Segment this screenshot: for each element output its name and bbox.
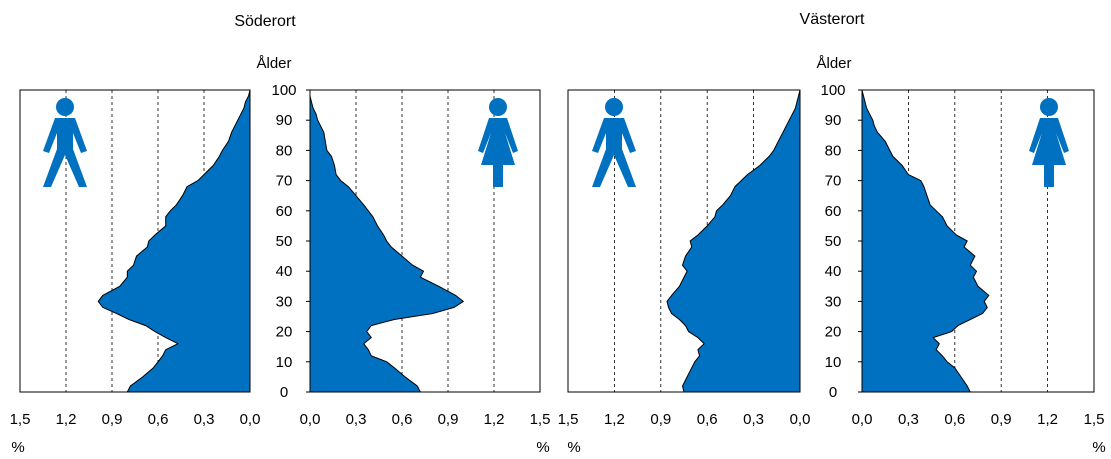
age-tick-label: 40 — [276, 263, 293, 280]
female-figure-icon — [478, 98, 518, 187]
age-tick-label: 0 — [280, 384, 288, 401]
female-x-tick-label: 0,9 — [991, 411, 1012, 428]
male-x-tick-label: 0,3 — [194, 411, 215, 428]
age-tick-label: 40 — [825, 263, 842, 280]
female-area — [861, 89, 990, 393]
age-tick-label: 20 — [276, 324, 293, 341]
age-tick-label: 10 — [825, 354, 842, 371]
age-tick-label: 100 — [820, 82, 845, 99]
female-x-tick-label: 1,2 — [1037, 411, 1058, 428]
age-tick-label: 70 — [276, 173, 293, 190]
female-figure-body — [1029, 118, 1069, 187]
age-tick-label: 0 — [829, 384, 837, 401]
male-x-tick-label: 0,6 — [697, 411, 718, 428]
age-tick-label: 80 — [825, 142, 842, 159]
male-area — [97, 89, 251, 393]
male-x-tick-label: 0,0 — [240, 411, 261, 428]
female-figure-body — [478, 118, 518, 187]
male-x-tick-label: 0,6 — [148, 411, 169, 428]
female-figure-head — [1040, 98, 1058, 116]
male-figure-head — [605, 98, 623, 116]
male-x-tick-label: 0,9 — [650, 411, 671, 428]
male-area — [666, 89, 801, 393]
male-x-tick-label: 0,0 — [790, 411, 811, 428]
female-figure-icon — [1029, 98, 1069, 187]
female-x-tick-label: 1,2 — [484, 411, 505, 428]
male-figure-icon — [592, 98, 636, 187]
male-figure-head — [56, 98, 74, 116]
male-x-tick-label: 1,2 — [56, 411, 77, 428]
age-tick-label: 60 — [825, 203, 842, 220]
age-tick-label: 100 — [271, 82, 296, 99]
chart-title: Västerort — [800, 11, 865, 28]
female-figure-head — [489, 98, 507, 116]
female-area — [309, 90, 465, 393]
female-x-tick-label: 0,6 — [944, 411, 965, 428]
chart-title: Söderort — [234, 13, 296, 30]
unit-label-female: % — [1092, 439, 1105, 456]
male-figure-icon — [43, 98, 87, 187]
male-figure-body — [592, 118, 636, 187]
age-tick-label: 80 — [276, 142, 293, 159]
age-axis-label: Ålder — [256, 55, 291, 72]
male-x-tick-label: 1,5 — [558, 411, 579, 428]
age-tick-label: 30 — [825, 293, 842, 310]
age-tick-label: 30 — [276, 293, 293, 310]
female-x-tick-label: 1,5 — [1084, 411, 1105, 428]
age-axis-label: Ålder — [816, 55, 851, 72]
age-tick-label: 10 — [276, 354, 293, 371]
female-x-tick-label: 0,9 — [438, 411, 459, 428]
male-x-tick-label: 1,5 — [10, 411, 31, 428]
age-tick-label: 70 — [825, 173, 842, 190]
pyramid-2: Västerort Ålder 0 10 20 30 40 50 60 70 80 90 100 1,5 1… — [558, 11, 1106, 456]
pyramid-1: Söderort Ålder 0 10 20 30 40 50 60 70 80 90 100 1,5 1,… — [10, 13, 551, 456]
age-tick-label: 50 — [825, 233, 842, 250]
age-tick-label: 50 — [276, 233, 293, 250]
female-x-tick-label: 0,3 — [346, 411, 367, 428]
female-x-tick-label: 0,6 — [392, 411, 413, 428]
age-tick-label: 90 — [276, 112, 293, 129]
male-x-tick-label: 0,9 — [102, 411, 123, 428]
age-tick-label: 90 — [825, 112, 842, 129]
male-figure-body — [43, 118, 87, 187]
unit-label-male: % — [567, 439, 580, 456]
female-x-tick-label: 0,0 — [300, 411, 321, 428]
female-x-tick-label: 1,5 — [530, 411, 551, 428]
unit-label-female: % — [536, 439, 549, 456]
female-x-tick-label: 0,3 — [898, 411, 919, 428]
unit-label-male: % — [11, 439, 24, 456]
male-x-tick-label: 0,3 — [743, 411, 764, 428]
age-tick-label: 60 — [276, 203, 293, 220]
age-tick-label: 20 — [825, 324, 842, 341]
male-x-tick-label: 1,2 — [604, 411, 625, 428]
female-x-tick-label: 0,0 — [852, 411, 873, 428]
